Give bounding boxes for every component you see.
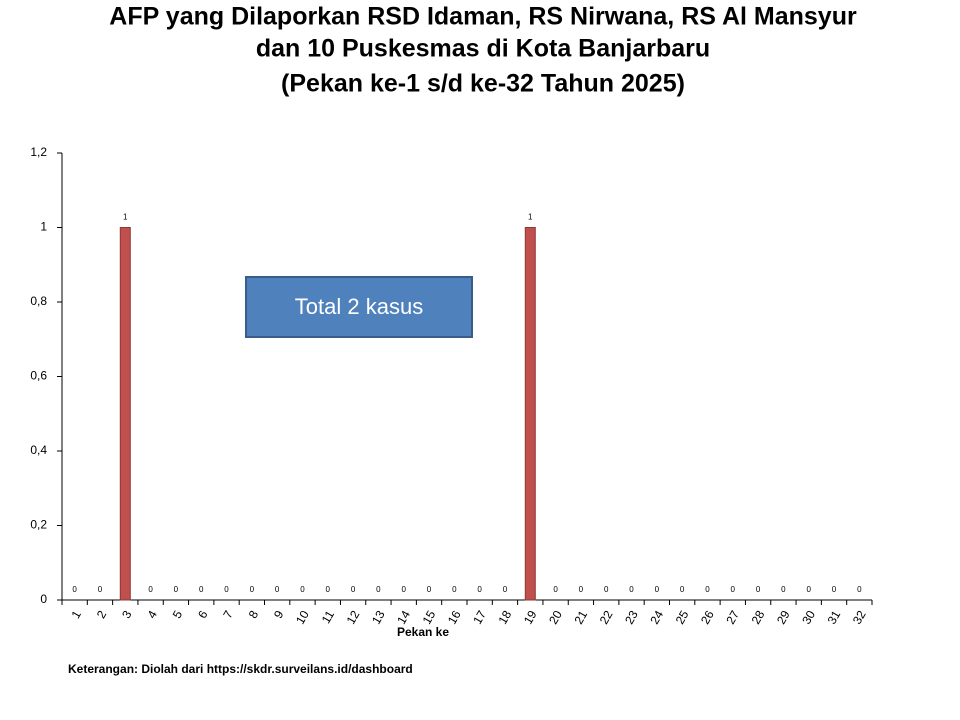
data-label: 0	[781, 585, 786, 594]
data-label: 0	[401, 585, 406, 594]
x-tick-label: 16	[445, 608, 464, 627]
y-tick-label: 1	[40, 220, 47, 234]
data-label: 0	[326, 585, 331, 594]
x-tick-label: 20	[546, 608, 565, 627]
data-label: 0	[604, 585, 609, 594]
x-tick-label: 25	[673, 608, 692, 627]
x-tick-label: 26	[698, 608, 717, 627]
x-tick-label: 23	[622, 608, 641, 627]
data-label: 0	[629, 585, 634, 594]
data-label: 0	[705, 585, 710, 594]
data-label: 0	[98, 585, 103, 594]
y-tick-label: 0,6	[30, 369, 47, 383]
y-tick-label: 0	[40, 592, 47, 606]
x-tick-label: 24	[647, 608, 666, 627]
annotation-box	[245, 276, 473, 338]
x-tick-label: 21	[571, 608, 590, 627]
x-tick-label: 19	[521, 608, 540, 627]
y-tick-label: 1,2	[30, 145, 47, 159]
data-label: 0	[351, 585, 356, 594]
data-label: 0	[832, 585, 837, 594]
x-tick-label: 17	[470, 608, 489, 627]
data-label: 0	[427, 585, 432, 594]
data-label: 0	[731, 585, 736, 594]
x-tick-label: 13	[369, 608, 388, 627]
chart-title: dan 10 Puskesmas di Kota Banjarbaru	[256, 35, 710, 63]
data-label: 0	[376, 585, 381, 594]
y-tick-label: 0,8	[30, 294, 47, 308]
data-label: 0	[503, 585, 508, 594]
data-label: 0	[300, 585, 305, 594]
data-label: 1	[123, 213, 128, 222]
bar	[119, 227, 131, 601]
x-tick-label: 14	[394, 608, 413, 627]
x-tick-label: 12	[344, 608, 363, 627]
data-label: 0	[148, 585, 153, 594]
data-label: 1	[528, 213, 533, 222]
y-tick-label: 0,2	[30, 518, 47, 532]
x-tick-label: 22	[597, 608, 616, 627]
data-label: 0	[680, 585, 685, 594]
x-tick-label: 28	[749, 608, 768, 627]
x-tick-label: 18	[496, 608, 515, 627]
data-label: 0	[806, 585, 811, 594]
x-tick-label: 10	[293, 608, 312, 627]
annotation: Total 2 kasus	[295, 294, 423, 319]
data-label: 0	[553, 585, 558, 594]
x-tick-label: 27	[723, 608, 742, 627]
data-label: 0	[655, 585, 660, 594]
data-label: 0	[72, 585, 77, 594]
chart-title: AFP yang Dilaporkan RSD Idaman, RS Nirwa…	[109, 3, 857, 31]
data-label: 0	[579, 585, 584, 594]
bar	[524, 227, 536, 601]
data-label: 0	[275, 585, 280, 594]
data-label: 0	[174, 585, 179, 594]
chart-title: (Pekan ke-1 s/d ke-32 Tahun 2025)	[281, 70, 685, 98]
y-tick-label: 0,4	[30, 443, 47, 457]
data-label: 0	[250, 585, 255, 594]
data-label: 0	[857, 585, 862, 594]
data-label: 0	[199, 585, 204, 594]
x-tick-label: 15	[420, 608, 439, 627]
data-label: 0	[452, 585, 457, 594]
footnote: Keterangan: Diolah dari https://skdr.sur…	[68, 662, 413, 676]
data-label: 0	[756, 585, 761, 594]
x-axis-label: Pekan ke	[397, 625, 449, 639]
x-tick-label: 30	[799, 608, 818, 627]
x-tick-label: 32	[850, 608, 869, 627]
x-tick-label: 29	[774, 608, 793, 627]
data-label: 0	[477, 585, 482, 594]
data-label: 0	[224, 585, 229, 594]
x-tick-label: 31	[825, 608, 844, 627]
